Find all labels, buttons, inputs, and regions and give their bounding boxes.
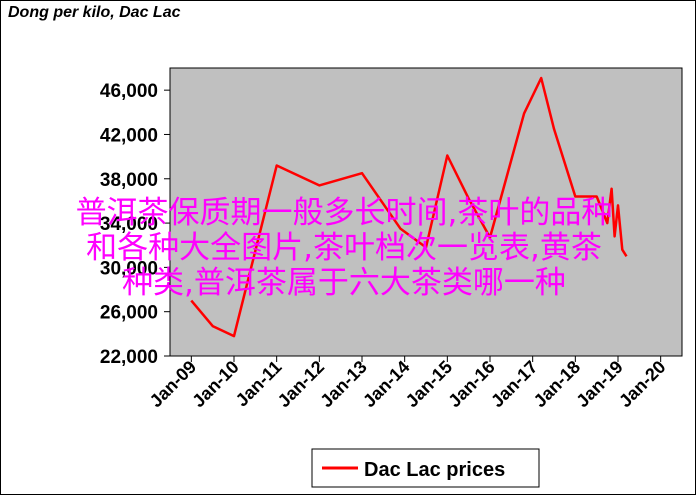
x-tick-label: Jan-11 — [232, 357, 286, 411]
x-tick-label: Jan-20 — [615, 357, 669, 411]
y-axis: 22,000 26,000 30,000 34,000 38,000 42,000 46,0… — [100, 81, 170, 368]
y-tick-label: 26,000 — [100, 303, 158, 324]
x-tick-label: Jan-10 — [188, 357, 242, 411]
chart-title: Dong per kilo, Dac Lac — [8, 4, 181, 21]
y-tick-label: 30,000 — [100, 258, 158, 279]
x-axis: Jan-09Jan-10Jan-11Jan-12Jan-13Jan-14Jan-… — [146, 356, 669, 411]
x-tick-label: Jan-17 — [487, 357, 541, 411]
y-tick-label: 22,000 — [100, 347, 158, 368]
plot-area — [169, 67, 683, 357]
y-tick-label: 46,000 — [100, 81, 158, 102]
series-layer — [190, 76, 628, 338]
x-tick-label: Jan-12 — [274, 357, 328, 411]
overlay-caption: 普洱茶保质期一般多长时间,茶叶的品种 和各种大全图片,茶叶档次一览表,黄茶 种类… — [14, 196, 674, 301]
x-tick-label: Jan-15 — [402, 357, 456, 411]
x-tick-label: Jan-19 — [572, 357, 626, 411]
x-tick-label: Jan-18 — [530, 357, 584, 411]
x-tick-label: Jan-14 — [359, 357, 413, 411]
y-tick-label: 34,000 — [100, 214, 158, 235]
legend-label: Dac Lac prices — [364, 459, 505, 481]
overlay-line-1: 普洱茶保质期一般多长时间,茶叶的品种 — [75, 195, 613, 231]
series-line — [190, 76, 628, 338]
legend: Dac Lac prices — [311, 448, 540, 488]
x-tick-label: Jan-13 — [316, 357, 370, 411]
overlay-line-2: 和各种大全图片,茶叶档次一览表,黄茶 — [86, 230, 602, 266]
y-tick-label: 38,000 — [100, 170, 158, 191]
x-tick-label: Jan-16 — [444, 357, 498, 411]
overlay-line-3: 种类,普洱茶属于六大茶类哪一种 — [122, 265, 566, 301]
y-tick-label: 42,000 — [100, 125, 158, 146]
